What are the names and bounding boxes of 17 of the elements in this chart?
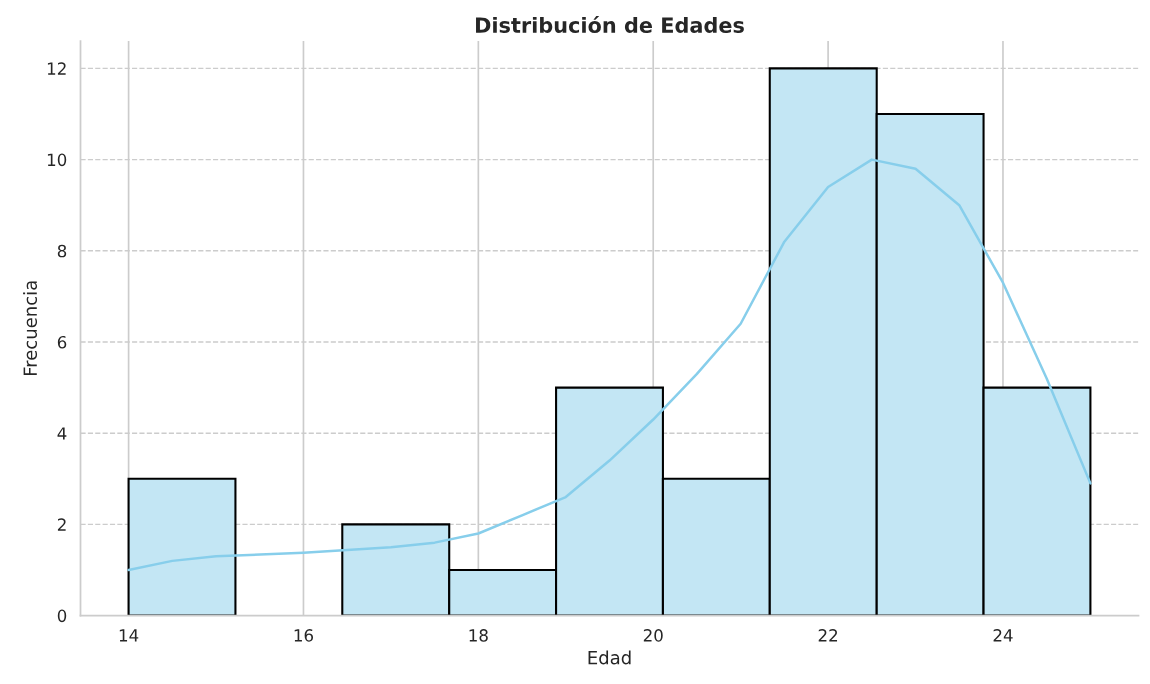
y-tick-label: 10 <box>47 153 67 167</box>
y-tick-label: 6 <box>57 335 67 349</box>
x-axis-title: Edad <box>588 650 631 665</box>
chart-title: Distribución de Edades <box>476 16 744 33</box>
y-tick-label: 12 <box>47 62 66 75</box>
x-tick-label: 20 <box>643 629 663 642</box>
y-axis-title: Frecuencia <box>23 281 38 376</box>
y-tick-label: 4 <box>57 427 67 440</box>
x-tick-label: 24 <box>993 629 1013 642</box>
x-tick-label: 18 <box>469 629 488 642</box>
y-tick-label: 2 <box>57 518 66 531</box>
y-tick-label: 8 <box>57 244 67 258</box>
x-tick-label: 22 <box>818 629 838 642</box>
y-tick-label: 0 <box>57 609 67 623</box>
line-series <box>127 158 1092 572</box>
x-tick-label: 14 <box>119 629 139 642</box>
x-tick-label: 16 <box>294 629 314 642</box>
